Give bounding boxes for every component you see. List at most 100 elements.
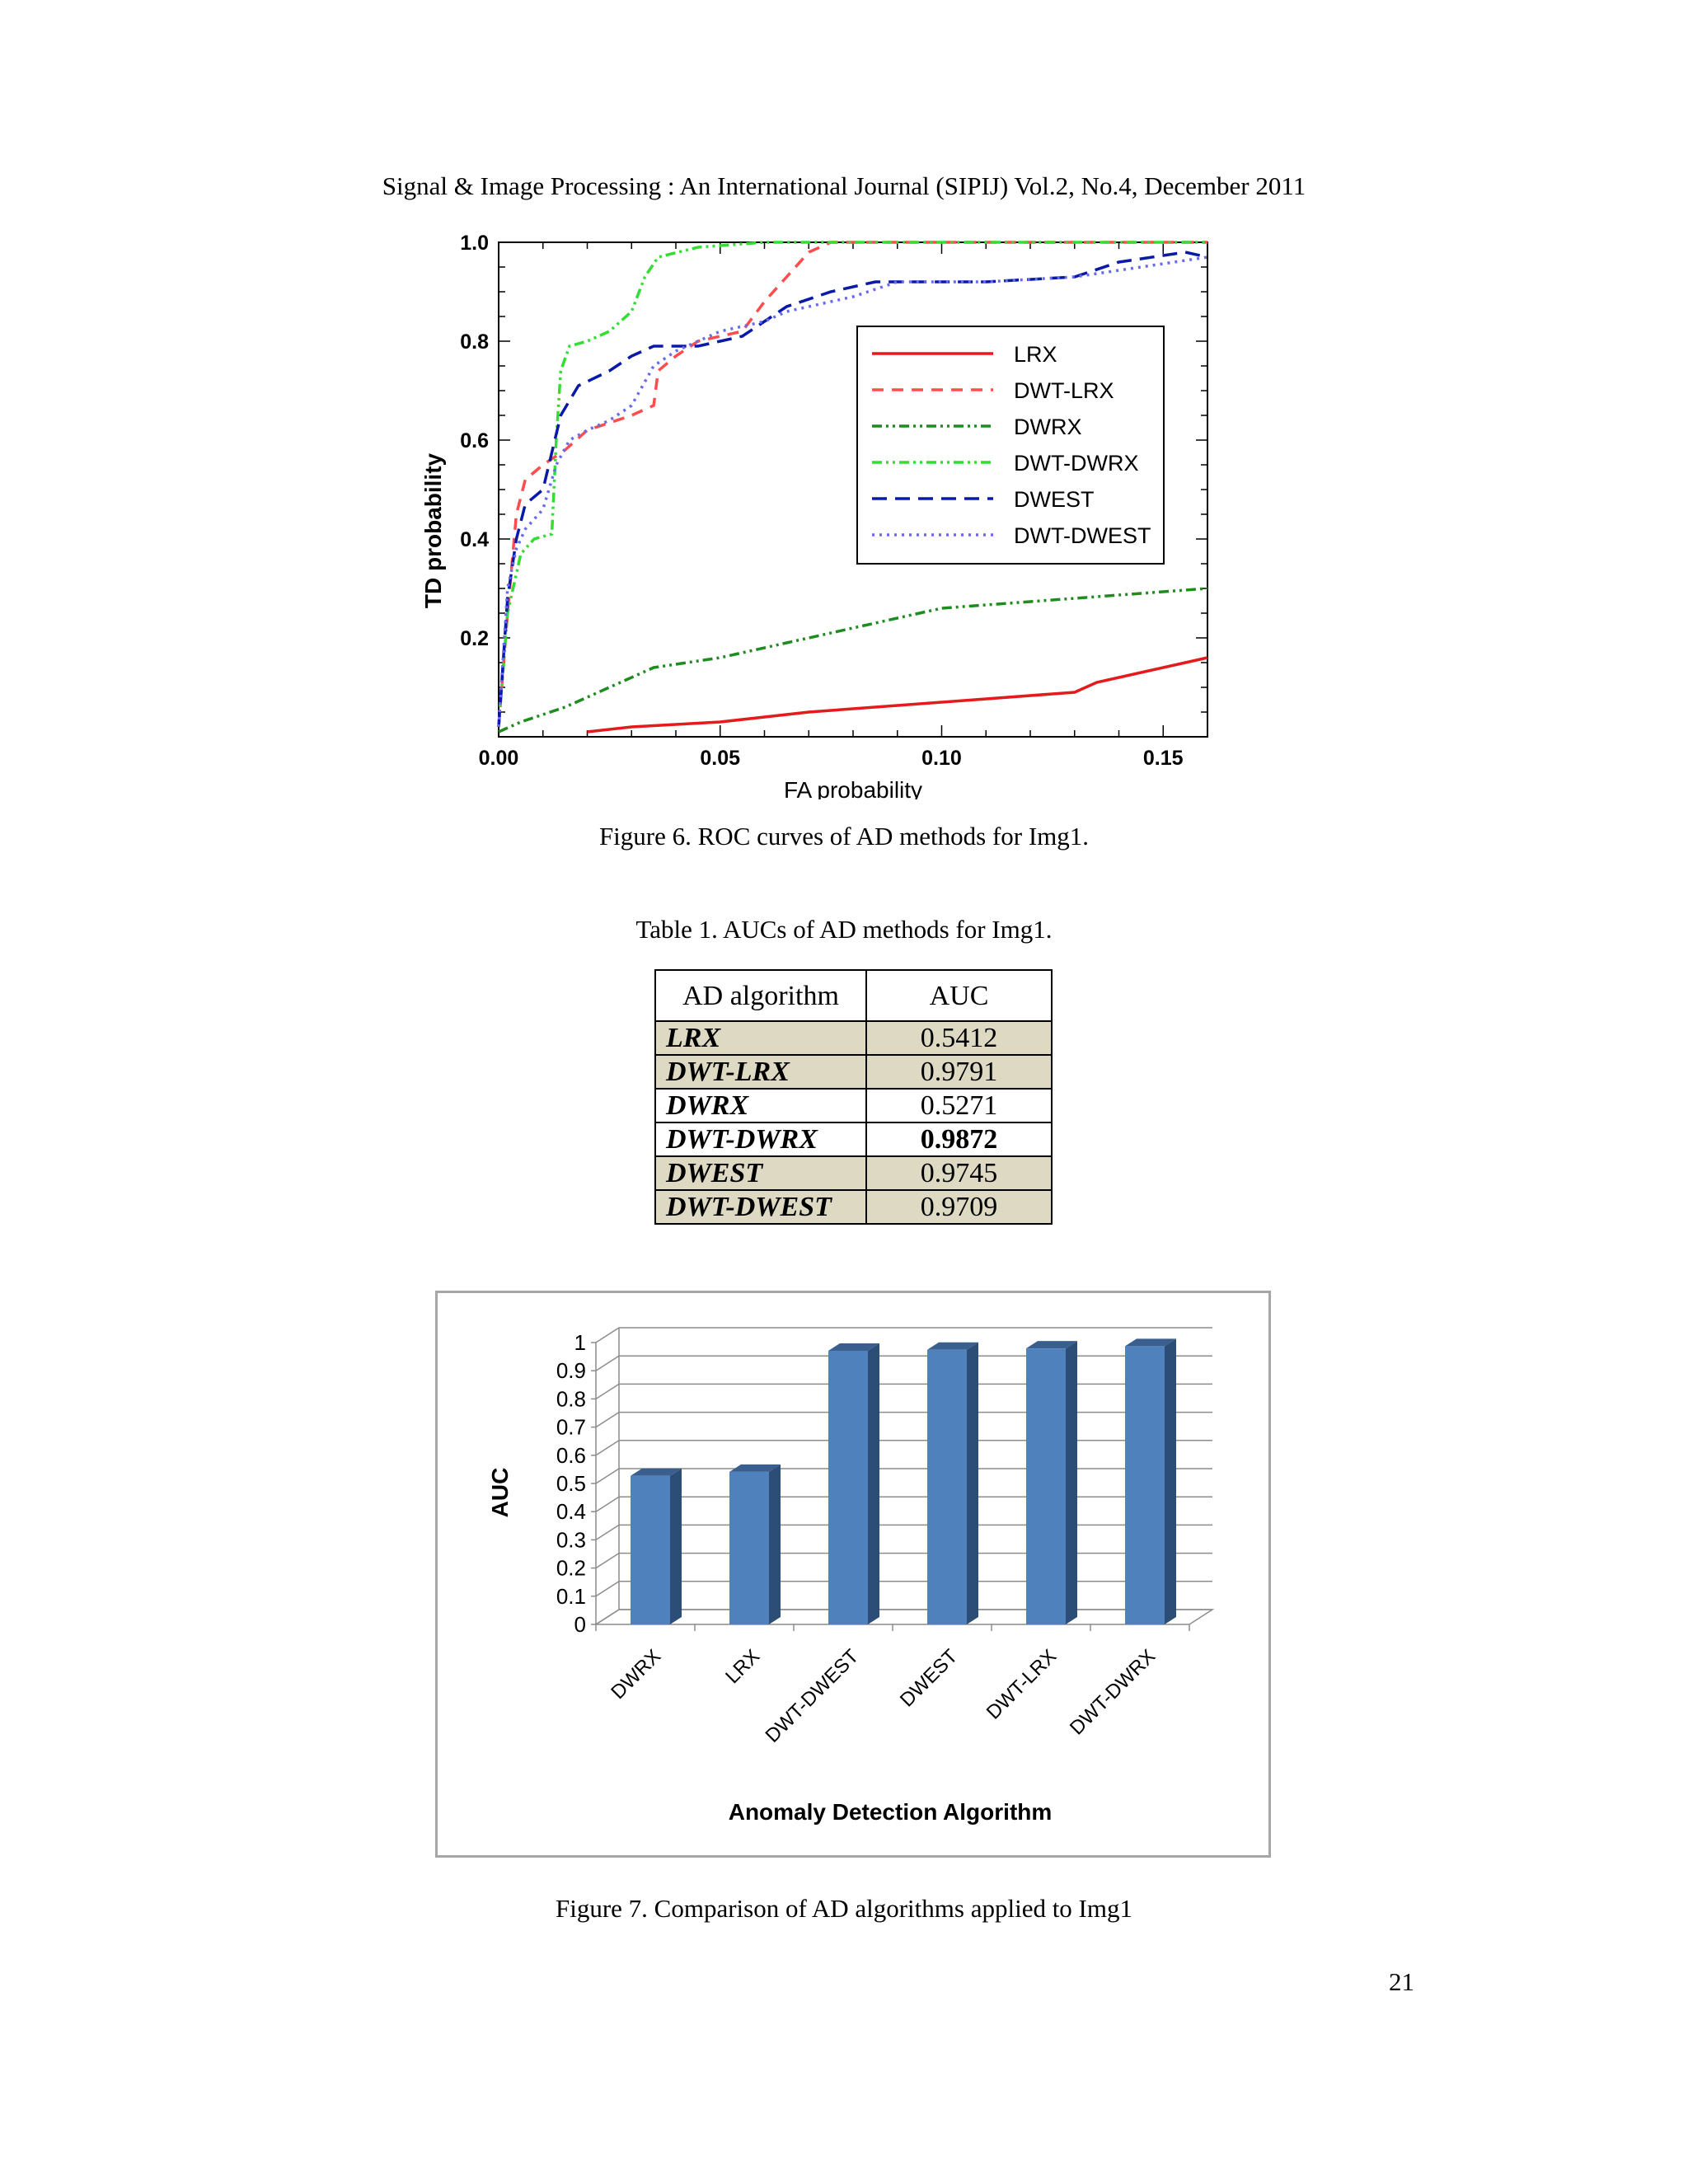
bar-front	[631, 1475, 670, 1624]
gridline-depth	[595, 1411, 620, 1428]
bar-dwrx	[631, 1468, 682, 1624]
table-cell-algorithm: LRX	[654, 1020, 867, 1056]
bar-top	[1026, 1341, 1077, 1349]
x-tick-label: 0.10	[921, 747, 962, 770]
bar-front	[927, 1349, 967, 1624]
y-tick-label: 0.8	[556, 1386, 586, 1411]
legend-label: DWT-DWRX	[1014, 451, 1138, 476]
bar-top	[729, 1464, 781, 1472]
x-tick-label: DWT-DWEST	[762, 1645, 864, 1747]
table-row: DWT-DWEST 0.9709	[654, 1189, 1053, 1225]
bar-front	[828, 1350, 868, 1624]
auc-table-wrap: AD algorithm AUC LRX 0.5412 DWT-LRX 0.97…	[654, 969, 1053, 1225]
x-axis-label: FA probability	[784, 777, 922, 799]
y-tick-label: 0.2	[556, 1556, 586, 1581]
y-tick-label: 0.2	[460, 627, 489, 650]
bar-side	[868, 1343, 879, 1624]
bar-front	[729, 1471, 769, 1624]
x-tick-label: 0.15	[1143, 747, 1184, 770]
table-header-auc: AUC	[865, 969, 1053, 1022]
x-tick-label: LRX	[721, 1645, 764, 1688]
bar-top	[927, 1342, 978, 1350]
roc-series-dwt-lrx	[497, 241, 1207, 728]
y-axis-label: AUC	[487, 1468, 513, 1518]
table-row: DWEST 0.9745	[654, 1155, 1053, 1191]
x-tick-label: DWT-LRX	[982, 1645, 1061, 1723]
bar-top	[1125, 1338, 1176, 1347]
gridline-depth	[595, 1327, 620, 1343]
bar-dwest	[927, 1342, 978, 1624]
table-row: LRX 0.5412	[654, 1020, 1053, 1056]
gridline-depth	[595, 1581, 620, 1597]
y-axis-label: TD probability	[420, 452, 446, 608]
y-tick-label: 0.8	[460, 330, 489, 354]
y-tick-label: 0	[574, 1612, 586, 1637]
legend-label: DWEST	[1014, 487, 1095, 512]
bar-lrx	[729, 1464, 781, 1624]
table-cell-algorithm: DWEST	[654, 1155, 867, 1191]
gridline-depth	[595, 1355, 620, 1371]
table-header-row: AD algorithm AUC	[654, 969, 1053, 1022]
legend-label: DWT-DWEST	[1014, 523, 1151, 548]
roc-series-dwest	[497, 251, 1208, 728]
x-tick-label: DWEST	[896, 1645, 963, 1712]
bar-side	[670, 1468, 682, 1624]
table-cell-auc: 0.5412	[865, 1020, 1053, 1056]
bar-front	[1125, 1346, 1165, 1624]
table-header-algorithm: AD algorithm	[654, 969, 867, 1022]
y-tick-label: 0.7	[556, 1415, 586, 1440]
gridline-depth	[595, 1383, 620, 1400]
y-tick-label: 1.0	[460, 232, 489, 255]
y-tick-label: 0.6	[556, 1443, 586, 1468]
floor	[593, 1609, 1215, 1625]
bar-side	[967, 1342, 978, 1624]
bar-front	[1026, 1348, 1066, 1624]
table-cell-algorithm: DWT-DWRX	[654, 1122, 867, 1157]
bar-side	[1165, 1338, 1176, 1624]
roc-series-lrx	[587, 656, 1208, 733]
running-header: Signal & Image Processing : An Internati…	[382, 171, 1306, 200]
roc-series-dwt-dwest	[497, 255, 1208, 728]
figure6-caption: Figure 6. ROC curves of AD methods for I…	[598, 822, 1090, 851]
y-tick-label: 0.4	[460, 528, 489, 551]
table-cell-algorithm: DWT-LRX	[654, 1054, 867, 1090]
table-cell-auc: 0.9791	[865, 1054, 1053, 1090]
y-tick-label: 1	[574, 1330, 586, 1355]
gridline-depth	[595, 1552, 620, 1569]
legend-label: DWT-LRX	[1014, 378, 1114, 403]
legend-label: LRX	[1014, 342, 1057, 367]
bar-top	[631, 1468, 682, 1476]
auc-table: AD algorithm AUC LRX 0.5412 DWT-LRX 0.97…	[654, 969, 1053, 1225]
roc-series-dwrx	[498, 587, 1208, 733]
table-cell-auc: 0.9709	[865, 1189, 1053, 1225]
y-tick-label: 0.9	[556, 1358, 586, 1383]
gridline-depth	[595, 1496, 620, 1512]
table-cell-auc-best: 0.9872	[865, 1122, 1053, 1157]
table-cell-algorithm: DWT-DWEST	[654, 1189, 867, 1225]
table-row: DWRX 0.5271	[654, 1088, 1053, 1123]
bar-dwt-lrx	[1026, 1341, 1077, 1624]
x-tick-label: 0.05	[700, 747, 740, 770]
gridline-depth	[595, 1440, 620, 1456]
x-tick-label: DWRX	[607, 1645, 665, 1704]
bar-side	[1066, 1341, 1077, 1624]
bar-dwt-dwrx	[1125, 1338, 1176, 1624]
y-tick-label: 0.4	[556, 1499, 586, 1524]
y-tick-label: 0.1	[556, 1584, 586, 1609]
bar-dwt-dwest	[828, 1343, 879, 1624]
x-tick-label: DWT-DWRX	[1066, 1645, 1160, 1739]
bar-side	[769, 1464, 781, 1624]
x-tick-label: 0.00	[479, 747, 519, 770]
table1-caption: Table 1. AUCs of AD methods for Img1.	[635, 915, 1053, 944]
gridline-depth	[595, 1468, 620, 1484]
x-axis-label: Anomaly Detection Algorithm	[729, 1799, 1053, 1825]
figure7-caption: Figure 7. Comparison of AD algorithms ap…	[555, 1894, 1132, 1923]
page-number: 21	[1389, 1967, 1414, 1996]
roc-chart: 0.00 0.05 0.10 0.15 0.2 0.4 0.6 0.8 1.0 FA probab…	[420, 232, 1208, 799]
table-row: DWT-DWRX 0.9872	[654, 1122, 1053, 1157]
y-tick-label: 0.5	[556, 1471, 586, 1496]
y-tick-label: 0.3	[556, 1527, 586, 1552]
bar-top	[828, 1343, 879, 1351]
roc-series-dwt-dwrx	[497, 241, 1207, 728]
